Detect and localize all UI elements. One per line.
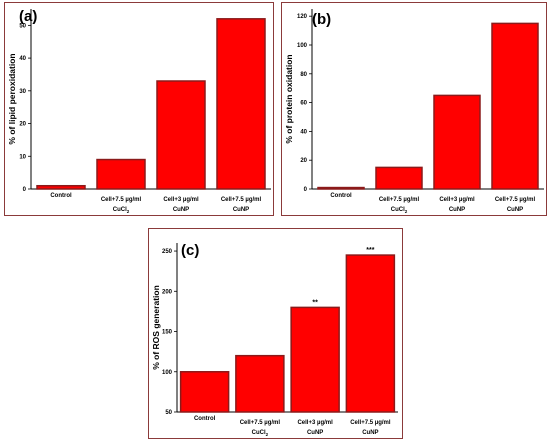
x-tick-label-subscript: 2 [127,209,130,214]
bar-chart-c: 50 100 150 200 250 % of ROS generation (c) Cont… [151,242,398,437]
chart-panel-b: 0 20 40 60 80 100 120 % of protein oxidation (b)… [281,2,547,216]
bar [156,80,206,190]
y-tick-label: 0 [23,187,27,193]
bar [317,186,365,190]
y-axis-label: % of ROS generation [151,285,161,370]
x-tick-label-line2: CuCl2 [391,207,408,214]
bar [433,94,481,190]
panel-label: (a) [19,8,37,25]
bar-chart-b: 0 20 40 60 80 100 120 % of protein oxidation (b)… [284,9,544,214]
bar [36,184,86,190]
x-tick-label-line2: CuNP [233,207,249,213]
x-tick-label-line2: CuNP [173,207,189,213]
y-tick-label: 100 [297,43,308,49]
x-tick-label: Cell+7.5 µg/ml [101,197,142,203]
bar [290,306,340,413]
x-tick-label: Control [330,193,352,199]
y-tick-label: 100 [162,370,173,376]
x-tick-label-main: CuCl [391,207,405,213]
x-tick-label-main: CuNP [507,207,523,213]
y-tick-label: 40 [300,129,307,135]
chart-panel-c: 50 100 150 200 250 % of ROS generation (c) Cont… [148,228,403,439]
x-tick-label: Control [50,193,72,199]
x-tick-label-main: CuNP [449,207,465,213]
x-tick-label-subscript: 2 [266,432,269,437]
x-tick-label: Cell+3 µg/ml [297,420,333,426]
x-tick-label-main: CuNP [173,207,189,213]
y-tick-label: 50 [19,23,26,29]
y-axis-label: % of protein oxidation [284,54,294,143]
x-tick-label-line2: CuNP [362,430,378,436]
bar-chart-a: 0 10 20 30 40 50 % of lipid peroxidation (a) Con… [7,8,271,214]
x-tick-label: Cell+3 µg/ml [163,197,199,203]
y-tick-label: 40 [19,56,26,62]
bar [235,354,285,413]
x-tick-label-subscript: 2 [405,209,408,214]
y-tick-label: 20 [300,158,307,164]
y-tick-label: 10 [19,154,26,160]
x-tick-label-main: CuNP [307,430,323,436]
bar [491,22,539,190]
chart-panel-a: 0 10 20 30 40 50 % of lipid peroxidation (a) Con… [4,2,274,216]
y-axis-label: % of lipid peroxidation [7,53,17,144]
y-tick-label: 120 [297,14,308,20]
y-tick-label: 60 [300,101,307,107]
bar [179,371,230,413]
y-tick-label: 30 [19,89,26,95]
y-tick-label: 50 [165,410,172,416]
x-tick-label: Cell+7.5 µg/ml [221,197,262,203]
x-tick-label: Cell+7.5 µg/ml [350,420,391,426]
significance-label: ** [312,299,318,306]
bar [345,254,396,413]
y-tick-label: 200 [162,289,173,295]
x-tick-label-line2: CuCl2 [252,430,269,437]
panel-label: (c) [181,242,199,259]
bar [375,166,423,190]
y-tick-label: 150 [162,330,173,336]
panel-label: (b) [312,11,331,28]
x-tick-label-main: CuNP [233,207,249,213]
bar [96,158,146,190]
y-tick-label: 20 [19,122,26,128]
x-tick-label: Cell+7.5 µg/ml [379,197,420,203]
bar [216,18,266,190]
significance-label: *** [366,247,374,254]
x-tick-label: Cell+7.5 µg/ml [240,420,281,426]
y-tick-label: 80 [300,72,307,78]
x-tick-label-line2: CuCl2 [113,207,130,214]
x-tick-label-line2: CuNP [507,207,523,213]
x-tick-label: Cell+7.5 µg/ml [495,197,536,203]
x-tick-label-line2: CuNP [307,430,323,436]
x-tick-label: Control [194,416,216,422]
y-tick-label: 0 [304,187,308,193]
x-tick-label: Cell+3 µg/ml [439,197,475,203]
x-tick-label-main: CuCl [252,430,266,436]
y-tick-label: 250 [162,249,173,255]
x-tick-label-main: CuNP [362,430,378,436]
x-tick-label-main: CuCl [113,207,127,213]
x-tick-label-line2: CuNP [449,207,465,213]
